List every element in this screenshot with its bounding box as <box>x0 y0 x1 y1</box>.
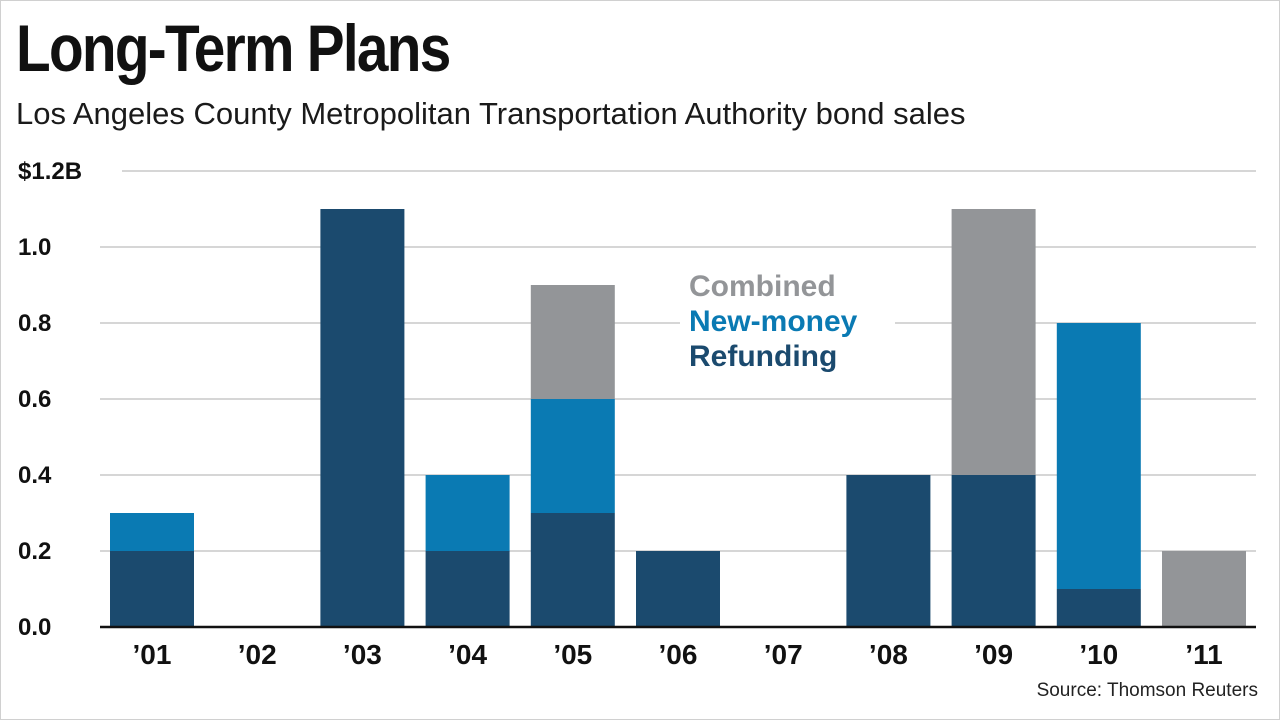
y-tick-label: 0.8 <box>18 310 51 337</box>
x-tick-label: ’08 <box>869 639 908 670</box>
bar-new-money-0 <box>110 513 194 551</box>
bar-refunding-3 <box>425 551 510 627</box>
x-tick-label: ’01 <box>133 639 172 670</box>
x-tick-label: ’10 <box>1079 639 1118 670</box>
legend-background <box>680 262 895 382</box>
x-tick-label: ’02 <box>238 639 277 670</box>
x-tick-label: ’04 <box>448 639 487 670</box>
bar-refunding-9 <box>1056 589 1141 627</box>
bar-refunding-8 <box>951 475 1036 627</box>
bars <box>110 209 1246 627</box>
y-tick-label: $1.2B <box>18 158 82 185</box>
legend-item-combined: Combined <box>689 270 836 303</box>
x-tick-label: ’06 <box>659 639 698 670</box>
y-tick-label: 0.2 <box>18 538 51 565</box>
legend-item-refunding: Refunding <box>689 340 837 373</box>
bar-new-money-3 <box>425 475 510 551</box>
y-tick-label: 1.0 <box>18 234 51 261</box>
bar-refunding-4 <box>530 513 615 627</box>
y-tick-label: 0.0 <box>18 614 51 641</box>
x-tick-label: ’11 <box>1185 639 1222 670</box>
chart-title: Long-Term Plans <box>16 11 451 85</box>
x-tick-label: ’03 <box>343 639 382 670</box>
chart-subtitle: Los Angeles County Metropolitan Transpor… <box>16 96 966 131</box>
source-note: Source: Thomson Reuters <box>1036 680 1258 701</box>
axes: 0.0 0.2 0.4 0.6 0.8 1.0 $1.2B ’01 ’02 ’03 ’04 ’05 ’0… <box>18 158 1256 670</box>
bar-refunding-0 <box>110 551 194 627</box>
bar-refunding-2 <box>320 209 405 627</box>
y-tick-label: 0.6 <box>18 386 51 413</box>
x-tick-label: ’05 <box>553 639 592 670</box>
x-tick-label: ’09 <box>974 639 1013 670</box>
bar-refunding-5 <box>636 551 720 627</box>
legend-item-new-money: New-money <box>689 305 858 338</box>
y-tick-label: 0.4 <box>18 462 52 489</box>
x-tick-label: ’07 <box>764 639 803 670</box>
bar-combined-8 <box>951 209 1036 475</box>
bar-new-money-9 <box>1056 323 1141 589</box>
bar-new-money-4 <box>530 399 615 513</box>
bar-combined-10 <box>1162 551 1246 627</box>
bar-refunding-7 <box>846 475 931 627</box>
bar-combined-4 <box>530 285 615 399</box>
